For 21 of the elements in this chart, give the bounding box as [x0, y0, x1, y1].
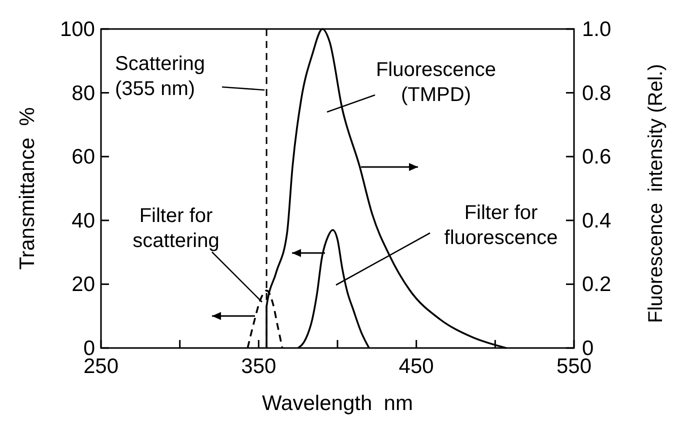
y2-tick-label: 0.6 — [582, 146, 612, 169]
y2-tick-label: 1.0 — [582, 18, 612, 41]
y2-axis-title: Fluorescence intensity (Rel.) — [645, 64, 667, 323]
text: Filter for fluorescence — [444, 202, 558, 249]
y-tick-label: 80 — [72, 82, 95, 105]
x-tick-label: 550 — [556, 355, 592, 378]
text: Filter for scattering — [132, 205, 220, 252]
y2-tick-label: 0.8 — [582, 82, 612, 105]
y2-tick-label: 0.2 — [582, 273, 612, 296]
ref-line-label: Scattering (355 nm) — [115, 53, 206, 100]
x-tick-label: 450 — [398, 355, 434, 378]
x-tick-label: 350 — [241, 355, 276, 378]
x-axis-title: Wavelength nm — [262, 392, 413, 415]
y-tick-label: 100 — [60, 18, 95, 41]
x-tick-label: 250 — [83, 355, 119, 378]
y-tick-label: 20 — [72, 273, 95, 296]
y-tick-label: 60 — [72, 146, 95, 169]
y-axis-title: Transmittance % — [16, 107, 39, 270]
y-tick-label: 40 — [72, 209, 95, 232]
y2-tick-label: 0.4 — [582, 209, 612, 232]
series-label: Fluorescence (TMPD) — [376, 59, 496, 106]
